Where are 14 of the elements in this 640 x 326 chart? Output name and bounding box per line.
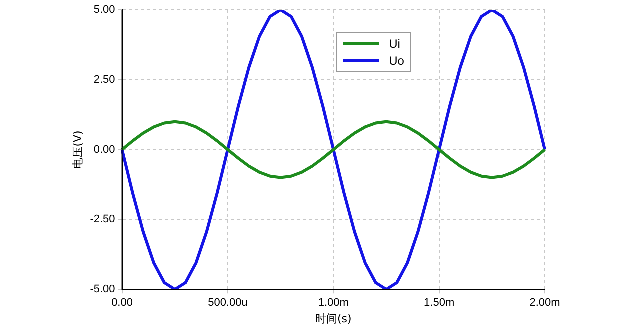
x-axis-title: 时间(s) (315, 312, 352, 326)
y-tick-label: 0.00 (94, 144, 116, 156)
x-tick-label: 1.50m (424, 297, 455, 310)
x-tick-label: 500.00u (208, 297, 248, 310)
y-tick-label: -5.00 (90, 284, 116, 296)
legend-label: Ui (389, 36, 400, 50)
y-tick-label: 2.50 (94, 74, 116, 86)
legend-label: Uo (389, 54, 404, 68)
x-tick-label: 1.00m (318, 297, 349, 310)
x-tick-label: 2.00m (530, 297, 560, 310)
x-tick-label: 0.00 (112, 297, 133, 310)
y-tick-label: -2.50 (90, 214, 116, 226)
y-tick-label: 5.00 (94, 4, 116, 16)
y-axis-title: 电压(V) (71, 130, 84, 169)
